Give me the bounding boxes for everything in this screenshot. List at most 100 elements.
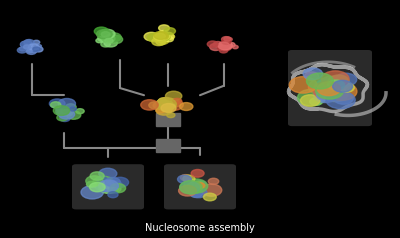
Circle shape [24,44,29,47]
Circle shape [57,111,64,116]
Circle shape [101,32,110,37]
Circle shape [213,42,223,47]
Circle shape [159,98,168,104]
Circle shape [105,178,120,187]
Circle shape [20,41,33,48]
Circle shape [192,181,204,188]
Circle shape [220,44,228,48]
Circle shape [223,44,230,48]
Circle shape [158,33,170,40]
Circle shape [326,91,355,109]
Circle shape [161,104,176,113]
Circle shape [219,48,228,53]
Circle shape [208,178,219,184]
Circle shape [180,182,200,193]
Circle shape [152,38,165,46]
Circle shape [101,36,107,40]
Circle shape [154,32,166,39]
Circle shape [58,108,73,117]
Circle shape [324,88,336,95]
Circle shape [106,33,121,42]
Circle shape [218,42,230,49]
Circle shape [58,99,76,109]
Circle shape [144,32,158,41]
Circle shape [180,181,202,194]
Circle shape [58,108,72,116]
Circle shape [178,175,191,183]
Circle shape [222,41,229,45]
Circle shape [323,76,337,85]
Circle shape [207,41,218,47]
Circle shape [34,47,43,52]
Circle shape [161,32,174,40]
Circle shape [100,35,112,42]
Circle shape [333,80,352,92]
Circle shape [149,102,161,109]
Circle shape [32,48,37,51]
Circle shape [324,87,348,102]
Circle shape [156,39,166,45]
Circle shape [289,77,317,93]
Circle shape [164,36,174,42]
Circle shape [328,80,344,90]
Circle shape [167,113,175,118]
Circle shape [183,175,195,182]
Circle shape [159,25,170,31]
Circle shape [218,43,232,51]
Circle shape [49,99,65,108]
Circle shape [86,176,103,186]
Circle shape [314,89,338,103]
Circle shape [110,183,126,193]
Circle shape [308,78,337,95]
Circle shape [157,33,168,40]
Circle shape [222,37,230,42]
Circle shape [36,45,42,48]
Circle shape [159,99,174,108]
Circle shape [217,45,226,50]
Bar [156,139,180,152]
Circle shape [300,95,320,106]
Circle shape [156,108,165,113]
Circle shape [28,44,39,50]
Circle shape [224,37,231,41]
Circle shape [90,172,104,180]
Circle shape [99,168,117,179]
Circle shape [226,38,232,41]
Circle shape [114,36,121,40]
Circle shape [156,98,176,110]
Circle shape [328,75,349,87]
Circle shape [190,182,204,190]
Circle shape [203,193,216,201]
Circle shape [325,77,349,91]
Bar [156,113,180,126]
Circle shape [232,45,238,49]
Circle shape [187,182,203,191]
Circle shape [227,42,235,47]
FancyBboxPatch shape [72,164,144,209]
Circle shape [57,114,68,121]
Circle shape [27,43,32,46]
Circle shape [316,89,336,101]
Circle shape [218,41,232,50]
Circle shape [33,47,40,51]
Circle shape [103,36,111,41]
Circle shape [24,45,30,49]
Circle shape [24,40,34,46]
Circle shape [156,98,175,110]
Circle shape [158,34,170,41]
Circle shape [104,36,112,41]
Circle shape [322,71,349,87]
Circle shape [102,181,114,188]
Circle shape [25,40,31,43]
Circle shape [65,104,76,110]
Circle shape [26,48,36,55]
Circle shape [154,33,165,40]
Circle shape [196,183,205,188]
Circle shape [50,102,61,108]
Circle shape [105,38,113,43]
Circle shape [61,108,68,113]
Circle shape [298,89,326,106]
Circle shape [158,98,175,108]
Circle shape [156,106,172,115]
Circle shape [104,39,117,47]
